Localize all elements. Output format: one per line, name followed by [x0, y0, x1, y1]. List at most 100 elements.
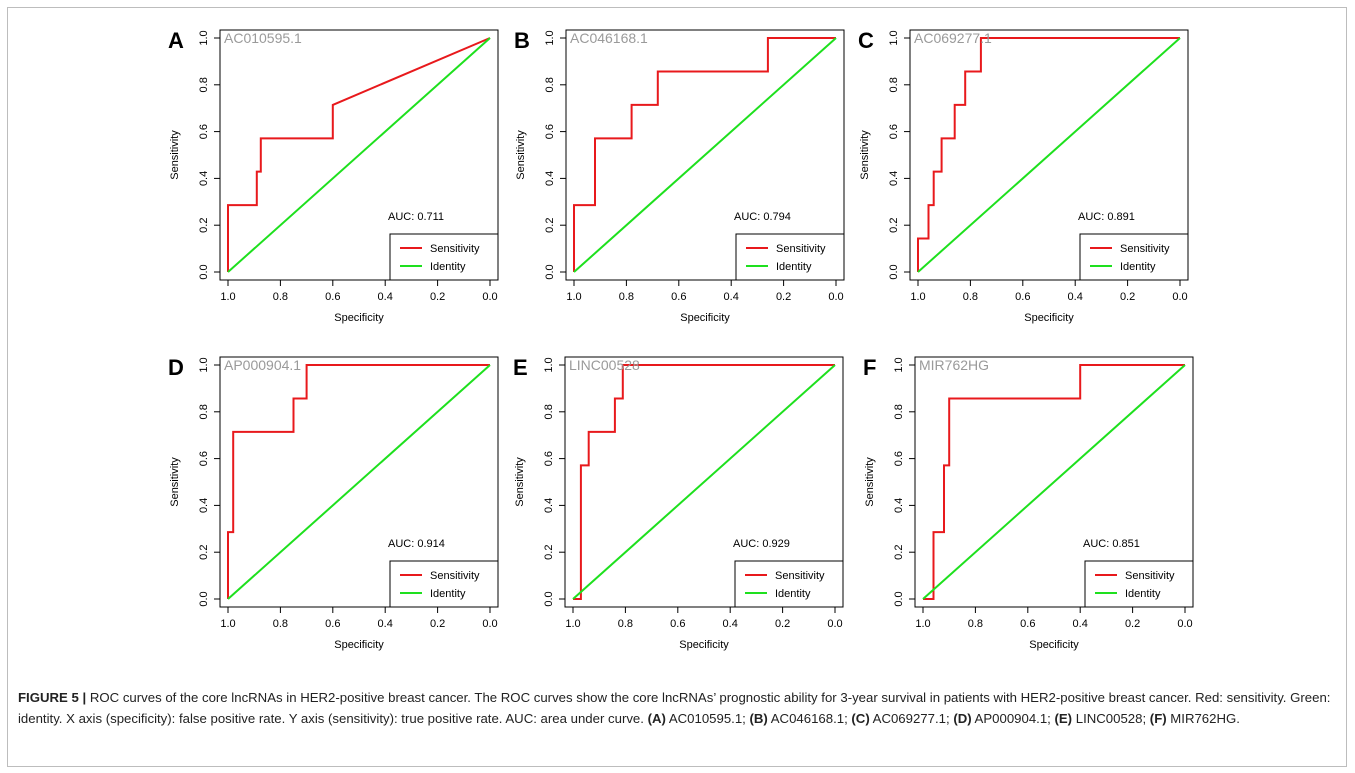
- x-tick-label: 0.0: [828, 291, 843, 303]
- y-tick-label: 0.2: [198, 218, 210, 233]
- x-tick-label: 0.0: [482, 291, 497, 303]
- y-tick-label: 1.0: [198, 357, 210, 372]
- legend-entry: Sensitivity: [1125, 570, 1175, 582]
- x-tick-label: 0.0: [1172, 291, 1187, 303]
- x-tick-label: 0.4: [1073, 618, 1088, 630]
- legend-entry: Identity: [775, 588, 811, 600]
- y-tick-label: 0.8: [543, 404, 555, 419]
- x-tick-label: 0.8: [618, 618, 633, 630]
- y-tick-label: 0.6: [544, 124, 556, 139]
- x-axis-title: Specificity: [680, 312, 730, 324]
- auc-label: AUC: 0.851: [1083, 538, 1140, 550]
- series-line-identity: [227, 364, 491, 600]
- y-tick-label: 1.0: [544, 30, 556, 45]
- x-tick-label: 0.2: [1120, 291, 1135, 303]
- caption-title-text: ROC curves of the core lncRNAs in HER2-p…: [18, 690, 1331, 726]
- y-tick-label: 0.0: [893, 591, 905, 606]
- x-tick-label: 0.8: [273, 291, 288, 303]
- legend-entry: Identity: [430, 261, 466, 273]
- y-tick-label: 0.4: [198, 171, 210, 186]
- plot-area: [219, 356, 499, 608]
- caption-item-tag: (B): [749, 711, 768, 726]
- x-tick-label: 0.4: [724, 291, 739, 303]
- x-tick-label: 1.0: [910, 291, 925, 303]
- y-tick-label: 0.6: [198, 124, 210, 139]
- x-tick-label: 0.6: [1015, 291, 1030, 303]
- legend-entry: Identity: [1120, 261, 1156, 273]
- roc-panel-grid: 1.0 0.8 0.6 0.4 0.2 0.0 0.0 0.2 0.4 0.6 0.8 1.0 Spec…: [168, 28, 1194, 651]
- panel-letter: E: [513, 355, 528, 380]
- x-tick-label: 0.4: [723, 618, 738, 630]
- legend-entry: Sensitivity: [775, 570, 825, 582]
- gene-label: AC046168.1: [570, 30, 648, 46]
- x-tick-label: 0.2: [430, 618, 445, 630]
- y-tick-label: 0.0: [198, 264, 210, 279]
- caption-figure-label: FIGURE 5 |: [18, 690, 87, 705]
- legend-entry: Sensitivity: [430, 243, 480, 255]
- y-tick-label: 1.0: [888, 30, 900, 45]
- series-line-sensitivity: [573, 37, 836, 272]
- legend-entry: Identity: [430, 588, 466, 600]
- gene-label: MIR762HG: [919, 357, 989, 373]
- y-tick-label: 0.2: [544, 218, 556, 233]
- y-tick-label: 1.0: [893, 357, 905, 372]
- y-tick-label: 1.0: [543, 357, 555, 372]
- x-tick-label: 0.8: [619, 291, 634, 303]
- series-line-identity: [922, 364, 1186, 600]
- roc-panel-d: 1.0 0.8 0.6 0.4 0.2 0.0 0.0 0.2 0.4 0.6 0.8 1.0 Spec…: [168, 355, 499, 651]
- x-axis-title: Specificity: [1029, 639, 1079, 651]
- x-tick-label: 0.6: [325, 618, 340, 630]
- x-tick-label: 0.4: [1068, 291, 1083, 303]
- y-tick-label: 0.2: [893, 545, 905, 560]
- plot-area: [219, 29, 499, 281]
- legend-box: [734, 560, 844, 608]
- legend-entry: Sensitivity: [430, 570, 480, 582]
- x-tick-label: 0.4: [378, 618, 393, 630]
- caption-item-text: AC010595.1;: [665, 711, 750, 726]
- series-line-identity: [917, 37, 1181, 273]
- x-tick-label: 0.8: [963, 291, 978, 303]
- legend: Sensitivity Identity: [389, 233, 499, 281]
- y-axis-title: Sensitivity: [864, 457, 876, 507]
- gene-label: AC010595.1: [224, 30, 302, 46]
- y-tick-label: 0.8: [544, 77, 556, 92]
- legend-box: [389, 560, 499, 608]
- auc-label: AUC: 0.794: [734, 211, 791, 223]
- legend-box: [735, 233, 845, 281]
- legend: Sensitivity Identity: [1079, 233, 1189, 281]
- y-tick-label: 0.4: [888, 171, 900, 186]
- legend: Sensitivity Identity: [734, 560, 844, 608]
- x-tick-label: 0.2: [430, 291, 445, 303]
- plot-area: [909, 29, 1189, 281]
- roc-panel-e: 1.0 0.8 0.6 0.4 0.2 0.0 0.0 0.2 0.4 0.6 0.8 1.0 Spec…: [513, 355, 844, 651]
- y-tick-label: 0.0: [198, 591, 210, 606]
- roc-panel-c: 1.0 0.8 0.6 0.4 0.2 0.0 0.0 0.2 0.4 0.6 0.8 1.0 Spec…: [858, 28, 1189, 324]
- caption-item-tag: (D): [953, 711, 972, 726]
- panel-letter: C: [858, 28, 874, 53]
- y-tick-label: 0.0: [543, 591, 555, 606]
- y-tick-label: 0.6: [543, 451, 555, 466]
- plot-area: [564, 356, 844, 608]
- series-line-sensitivity: [227, 37, 491, 272]
- y-tick-label: 0.6: [888, 124, 900, 139]
- series-line-identity: [227, 37, 491, 273]
- x-axis-title: Specificity: [679, 639, 729, 651]
- legend-entry: Identity: [776, 261, 812, 273]
- caption-item-tag: (C): [851, 711, 870, 726]
- x-tick-label: 0.0: [827, 618, 842, 630]
- caption-item-text: AC069277.1;: [869, 711, 954, 726]
- panel-letter: D: [168, 355, 184, 380]
- y-tick-label: 0.0: [544, 264, 556, 279]
- x-tick-label: 0.2: [1125, 618, 1140, 630]
- caption-item-tag: (F): [1149, 711, 1167, 726]
- x-tick-label: 0.8: [273, 618, 288, 630]
- series-line-identity: [572, 364, 836, 600]
- legend: Sensitivity Identity: [735, 233, 845, 281]
- panel-letter: F: [863, 355, 876, 380]
- y-axis-title: Sensitivity: [169, 457, 181, 507]
- legend: Sensitivity Identity: [1084, 560, 1194, 608]
- y-axis-title: Sensitivity: [514, 457, 526, 507]
- caption-item-tag: (A): [647, 711, 666, 726]
- x-tick-label: 1.0: [566, 291, 581, 303]
- legend-entry: Sensitivity: [776, 243, 826, 255]
